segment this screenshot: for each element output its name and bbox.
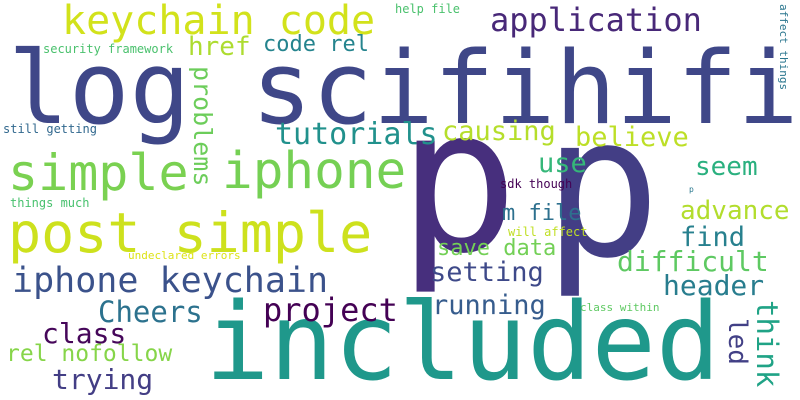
- word-project: project: [263, 291, 398, 329]
- word-running: running: [432, 290, 546, 321]
- word-seem: seem: [695, 152, 758, 182]
- word-save-data: save data: [437, 236, 557, 261]
- word-things-much: things much: [10, 196, 90, 210]
- word-help-file: help file: [395, 2, 461, 16]
- word-iphone-keychain: iphone keychain: [12, 261, 329, 301]
- word-difficult: difficult: [617, 245, 769, 278]
- word-use: use: [538, 148, 587, 179]
- word-causing: causing: [442, 116, 556, 147]
- word-post-simple: post simple: [8, 201, 373, 265]
- word-believe: believe: [575, 122, 689, 153]
- word-code-rel: code rel: [263, 32, 369, 57]
- word-tutorials: tutorials: [275, 117, 438, 152]
- word-cheers: Cheers: [98, 295, 203, 329]
- word-find: find: [680, 222, 746, 253]
- word-security-framework: security framework: [43, 42, 174, 56]
- word-undeclared-errors: undeclared errors: [128, 249, 241, 262]
- word-header: header: [663, 269, 765, 302]
- word-p-large-1: p: [398, 65, 519, 298]
- word-advance: advance: [680, 196, 790, 226]
- word-setting: setting: [430, 257, 544, 288]
- word-p-large-2: p: [543, 74, 662, 302]
- word-included: included: [205, 281, 721, 400]
- word-think: think: [750, 300, 784, 388]
- word-class-within: class within: [580, 301, 660, 314]
- word-sdk-though: sdk though: [500, 177, 573, 191]
- word-led: led: [722, 318, 752, 365]
- word-log-scifihifi: log scifihifi: [8, 29, 799, 147]
- word-rel-nofollow: rel nofollow: [6, 341, 173, 367]
- word-problems: problems: [188, 66, 217, 187]
- word-href: href: [188, 32, 251, 62]
- word-will-affect: will affect: [508, 225, 588, 239]
- word-keychain-code: keychain code: [62, 0, 376, 44]
- word-application: application: [490, 1, 702, 39]
- word-simple: simple: [8, 144, 189, 202]
- word-trying: trying: [52, 363, 154, 396]
- word-p-small: p: [689, 185, 694, 194]
- word-affect-things: affect things: [777, 4, 790, 91]
- word-class: class: [42, 317, 127, 350]
- word-still-getting: still getting: [3, 122, 97, 136]
- word-m-file: m file: [502, 201, 582, 226]
- word-iphone: iphone: [222, 142, 407, 201]
